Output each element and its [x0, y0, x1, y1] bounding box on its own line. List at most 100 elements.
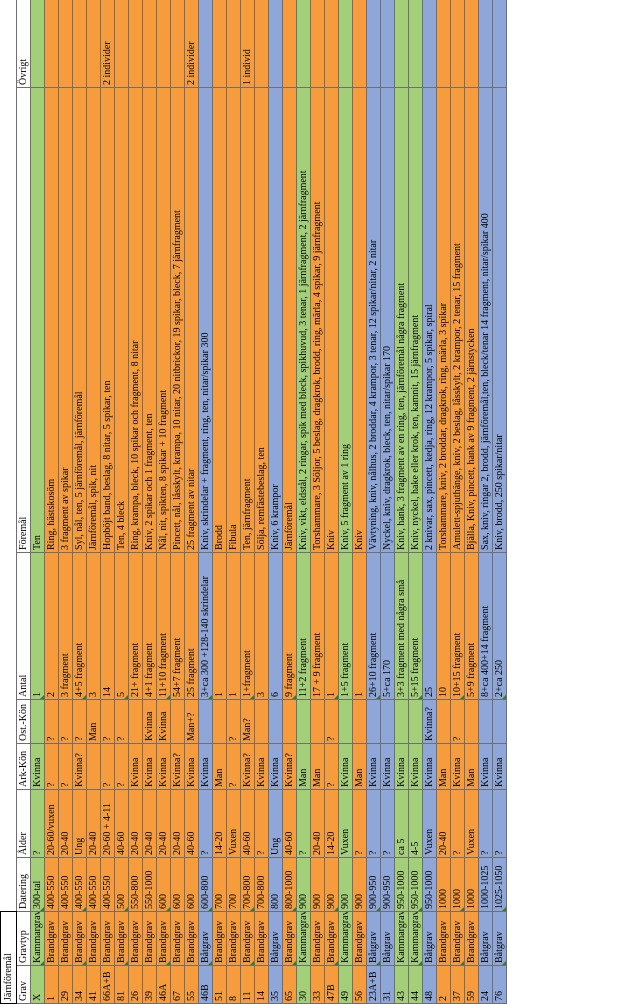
- cell-alder[interactable]: 20-40: [142, 789, 157, 858]
- cell-ost-kon[interactable]: ?: [324, 699, 339, 744]
- cell-alder[interactable]: ?: [198, 789, 213, 858]
- cell-gravtyp[interactable]: Brandgrav: [100, 911, 115, 966]
- cell-grav[interactable]: 43: [394, 965, 409, 1004]
- header-datering[interactable]: Datering: [16, 857, 31, 912]
- cell-gravtyp[interactable]: Brandgrav: [86, 911, 101, 966]
- cell-foremal[interactable]: Ten, 4 bleck: [114, 87, 129, 553]
- cell-datering[interactable]: 900-950: [380, 857, 395, 912]
- cell-alder[interactable]: 14-20: [212, 789, 227, 858]
- cell-ost-kon[interactable]: [268, 699, 283, 744]
- cell-datering[interactable]: 700-800: [254, 857, 269, 912]
- cell-alder[interactable]: 20-40: [58, 789, 73, 858]
- cell-ovrigt[interactable]: [142, 0, 157, 88]
- cell-foremal[interactable]: Sax, kniv, ringar 2, brodd, järnföremål,…: [478, 87, 493, 553]
- cell-antal[interactable]: 1: [30, 552, 45, 700]
- cell-antal[interactable]: 5+9 fragment: [464, 552, 479, 700]
- cell-alder[interactable]: 20-40: [156, 789, 171, 858]
- cell-gravtyp[interactable]: Brandgrav: [226, 911, 241, 966]
- cell-grav[interactable]: 14: [254, 965, 269, 1004]
- cell-ark-kon[interactable]: ?: [324, 743, 339, 790]
- cell-grav[interactable]: 1: [44, 965, 59, 1004]
- cell-ovrigt[interactable]: [478, 0, 493, 88]
- cell-ovrigt[interactable]: [422, 0, 437, 88]
- cell-antal[interactable]: 11+2 fragment: [296, 552, 311, 700]
- cell-ark-kon[interactable]: Kvinna: [450, 743, 465, 790]
- cell-grav[interactable]: 35: [268, 965, 283, 1004]
- cell-grav[interactable]: 47B: [324, 965, 339, 1004]
- cell-alder[interactable]: ?: [478, 789, 493, 858]
- cell-datering[interactable]: 1000: [436, 857, 451, 912]
- cell-datering[interactable]: 600-800: [198, 857, 213, 912]
- cell-grav[interactable]: 81: [114, 965, 129, 1004]
- cell-antal[interactable]: 1: [352, 552, 367, 700]
- cell-datering[interactable]: 400-550: [86, 857, 101, 912]
- cell-ark-kon[interactable]: Kvinna: [338, 743, 353, 790]
- cell-alder[interactable]: 40-60: [282, 789, 297, 858]
- cell-antal[interactable]: 5+15 fragment: [408, 552, 423, 700]
- cell-datering[interactable]: 400-550: [44, 857, 59, 912]
- cell-grav[interactable]: X: [30, 965, 45, 1004]
- cell-grav[interactable]: 41: [86, 965, 101, 1004]
- cell-grav[interactable]: 48: [422, 965, 437, 1004]
- cell-foremal[interactable]: Järnföremål, spik, nit: [86, 87, 101, 553]
- cell-gravtyp[interactable]: Brandgrav: [324, 911, 339, 966]
- cell-ark-kon[interactable]: Kvinna: [142, 743, 157, 790]
- cell-ovrigt[interactable]: [268, 0, 283, 88]
- cell-datering[interactable]: 1000: [450, 857, 465, 912]
- cell-foremal[interactable]: 2 knivar, sax, pincett, kedja, ring, 12 …: [422, 87, 437, 553]
- cell-gravtyp[interactable]: Båtgrav: [492, 911, 507, 966]
- cell-gravtyp[interactable]: Båtgrav: [198, 911, 213, 966]
- cell-datering[interactable]: 950-1000: [408, 857, 423, 912]
- cell-alder[interactable]: 40-60: [114, 789, 129, 858]
- header-antal[interactable]: Antal: [16, 552, 31, 700]
- cell-foremal[interactable]: Amulett-spjuthänge, kniv, 2 beslag, låss…: [450, 87, 465, 553]
- cell-ark-kon[interactable]: Kvinna: [492, 743, 507, 790]
- cell-gravtyp[interactable]: Brandgrav: [464, 911, 479, 966]
- cell-alder[interactable]: 40-60: [184, 789, 199, 858]
- cell-datering[interactable]: 700: [212, 857, 227, 912]
- cell-ost-kon[interactable]: [128, 699, 143, 744]
- cell-ark-kon[interactable]: Kvinna: [184, 743, 199, 790]
- cell-ost-kon[interactable]: [436, 699, 451, 744]
- cell-foremal[interactable]: Syl, nål, ten, 5 järnföremål, järnföremå…: [72, 87, 87, 553]
- cell-antal[interactable]: 5: [114, 552, 129, 700]
- cell-foremal[interactable]: Hopböjt band, beslag, 8 nitar, 5 spikar,…: [100, 87, 115, 553]
- cell-gravtyp[interactable]: Båtgrav: [268, 911, 283, 966]
- cell-ost-kon[interactable]: [30, 699, 45, 744]
- cell-antal[interactable]: 3: [254, 552, 269, 700]
- cell-ovrigt[interactable]: [170, 0, 185, 88]
- cell-ost-kon[interactable]: [338, 699, 353, 744]
- cell-ost-kon[interactable]: [394, 699, 409, 744]
- cell-alder[interactable]: 20-40: [310, 789, 325, 858]
- cell-ovrigt[interactable]: [492, 0, 507, 88]
- cell-ost-kon[interactable]: ?: [44, 699, 59, 744]
- cell-ark-kon[interactable]: ?: [114, 743, 129, 790]
- cell-antal[interactable]: 1: [212, 552, 227, 700]
- cell-datering[interactable]: 950-1000: [394, 857, 409, 912]
- cell-antal[interactable]: 21+ fragment: [128, 552, 143, 700]
- cell-ost-kon[interactable]: [492, 699, 507, 744]
- cell-ost-kon[interactable]: Kvinna?: [422, 699, 437, 744]
- cell-gravtyp[interactable]: Kammargrav: [394, 911, 409, 966]
- cell-foremal[interactable]: Kniv, skrindelar + fragment, ring, ten, …: [198, 87, 213, 553]
- cell-ark-kon[interactable]: Kvinna: [422, 743, 437, 790]
- cell-ovrigt[interactable]: [464, 0, 479, 88]
- cell-datering[interactable]: 700-800: [240, 857, 255, 912]
- cell-alder[interactable]: 4-5: [408, 789, 423, 858]
- cell-ark-kon[interactable]: Man: [310, 743, 325, 790]
- cell-ost-kon[interactable]: [366, 699, 381, 744]
- cell-foremal[interactable]: Ring, hästskosöm: [44, 87, 59, 553]
- cell-alder[interactable]: ?: [366, 789, 381, 858]
- cell-grav[interactable]: 34: [72, 965, 87, 1004]
- cell-foremal[interactable]: Kniv, brodd, 250 spikar/nitar: [492, 87, 507, 553]
- cell-datering[interactable]: 400-550: [100, 857, 115, 912]
- cell-ark-kon[interactable]: Man: [436, 743, 451, 790]
- cell-ost-kon[interactable]: ?: [72, 699, 87, 744]
- cell-gravtyp[interactable]: Båtgrav: [422, 911, 437, 966]
- cell-foremal[interactable]: Bjälla, Kniv, pincett, hank av 9 fragmen…: [464, 87, 479, 553]
- cell-alder[interactable]: ?: [380, 789, 395, 858]
- cell-datering[interactable]: 950-1000: [422, 857, 437, 912]
- cell-antal[interactable]: 2: [44, 552, 59, 700]
- cell-gravtyp[interactable]: Brandgrav: [114, 911, 129, 966]
- cell-foremal[interactable]: Sölja, remfästebeslag, ten: [254, 87, 269, 553]
